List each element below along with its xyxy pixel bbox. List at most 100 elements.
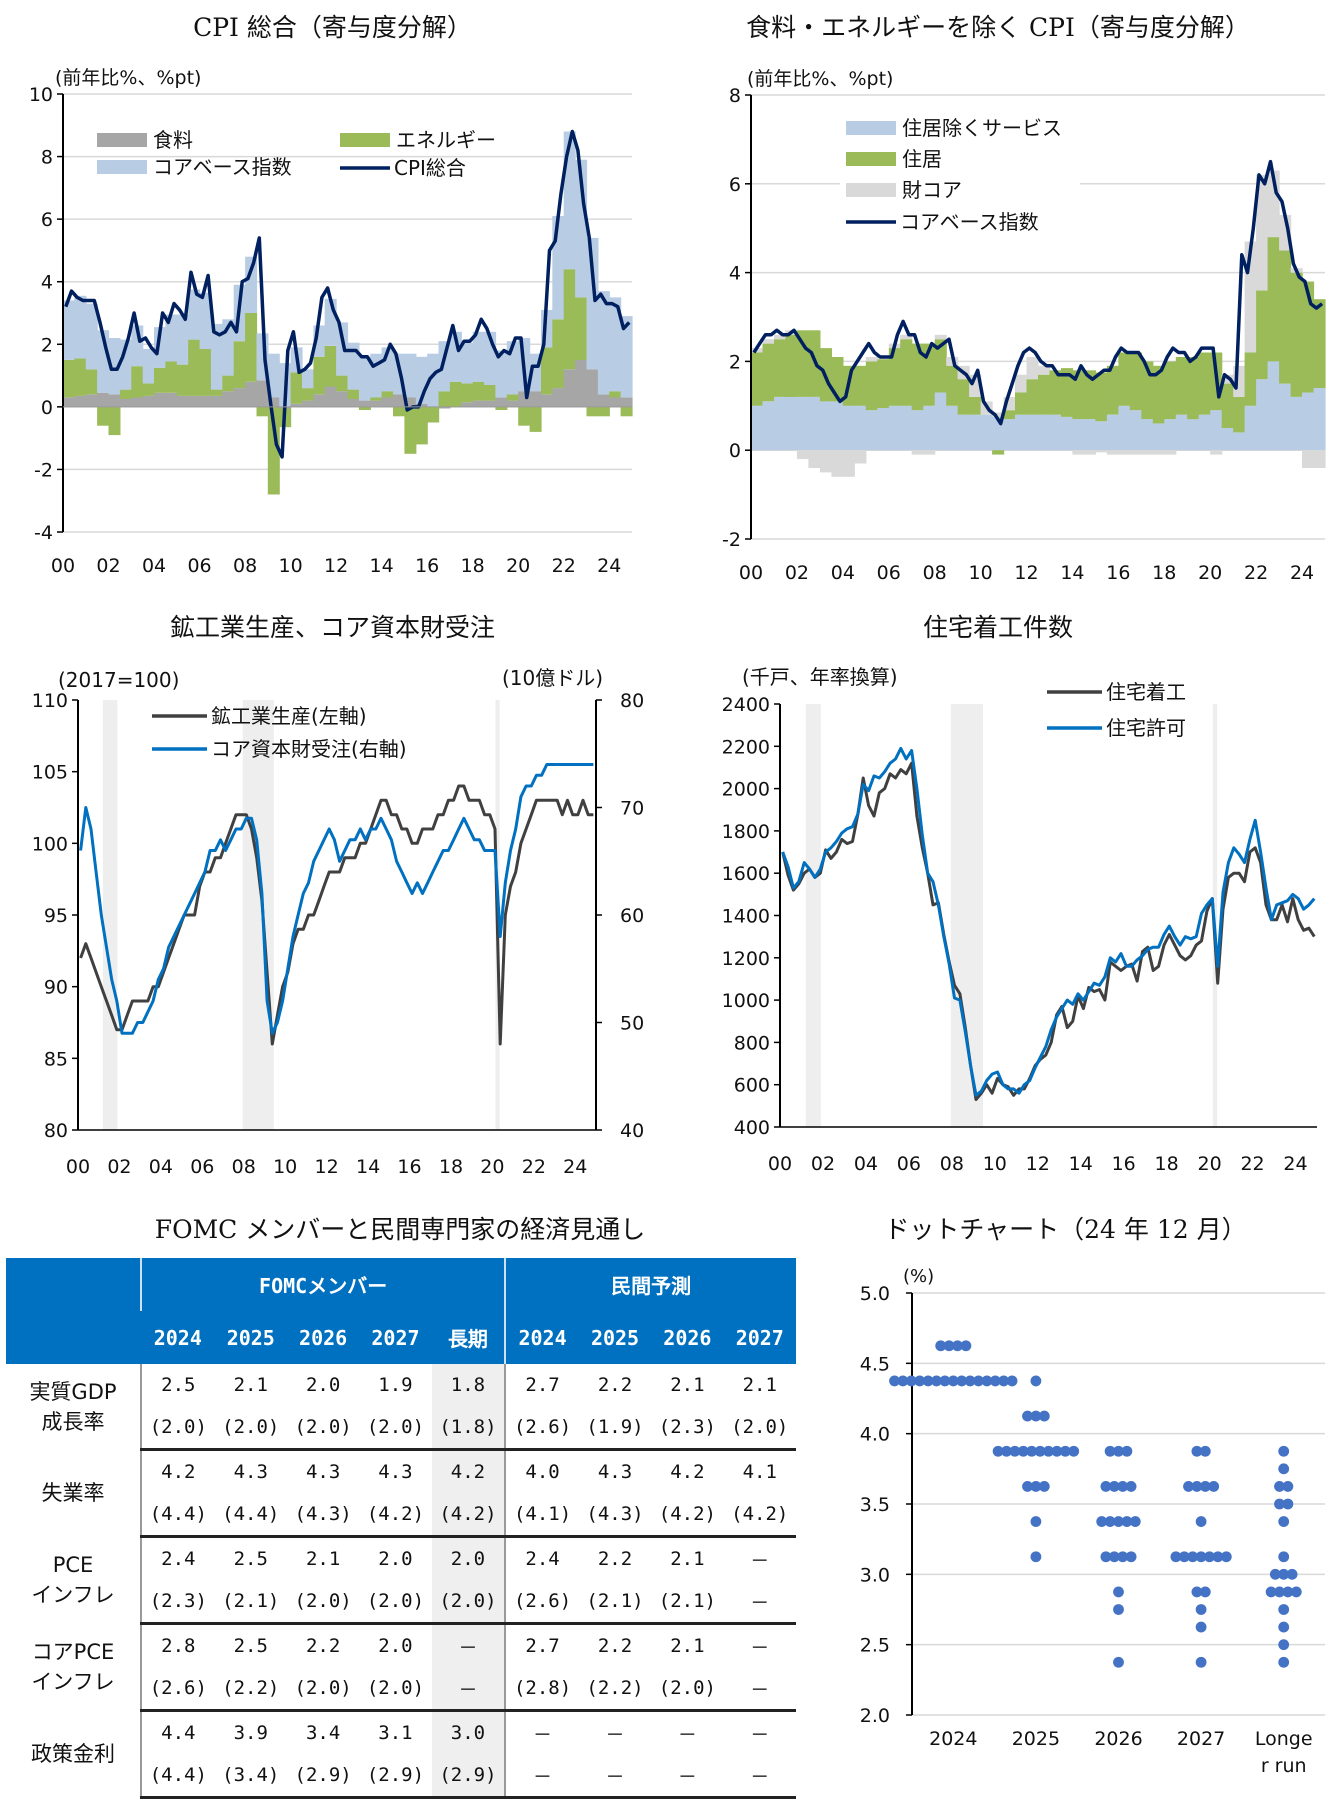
legend-food-label: 食料 <box>153 128 193 152</box>
core-goods-bar <box>934 334 947 340</box>
core-goods-bar <box>1256 174 1269 291</box>
food-bar <box>563 369 576 407</box>
projection-value: 4.2 <box>431 1449 506 1493</box>
food-bar <box>154 392 166 407</box>
row-label-line: インフレ <box>31 1670 115 1694</box>
x-tick-label: 06 <box>187 555 211 577</box>
energy-bar <box>199 349 212 396</box>
fomc-dot <box>1274 1586 1285 1598</box>
core-goods-bar <box>911 450 924 455</box>
fomc-dot <box>1117 1481 1129 1492</box>
row-label-line: 実質GDP <box>29 1379 117 1404</box>
previous-projection-value: (1.8) <box>431 1406 506 1451</box>
row-label-line: 失業率 <box>41 1481 105 1505</box>
shelter-bar <box>785 334 798 397</box>
energy-bar <box>620 406 633 417</box>
previous-projection-value: － <box>504 1754 579 1799</box>
projection-value: 3.1 <box>378 1722 413 1744</box>
energy-bar <box>461 383 474 403</box>
shelter-bar <box>1279 250 1292 384</box>
x-tick-label: 14 <box>1060 562 1084 584</box>
fomc-dot <box>1104 1516 1116 1527</box>
core-goods-bar <box>1083 450 1096 455</box>
fomc-dot <box>960 1340 972 1352</box>
legend-housing-starts-label: 住宅着工 <box>1106 680 1186 704</box>
fomc-dot <box>1265 1586 1277 1598</box>
projection-value: 2.2 <box>597 1374 633 1396</box>
food-bar <box>552 388 565 407</box>
services-ex-shelter-bar <box>1152 423 1165 451</box>
food-bar <box>586 369 599 407</box>
x-tick-label: 10 <box>279 555 303 577</box>
column-header: 2026 <box>286 1311 360 1364</box>
table-row: PCE インフレ 2.4 2.5 2.1 2.0 2.0 2.4 2.2 2.1 － <box>6 1536 796 1624</box>
previous-projection-value: (2.3) <box>651 1406 724 1451</box>
y-right-tick-label: 80 <box>620 690 644 712</box>
y-tick-label: -4 <box>34 522 53 544</box>
x-tick-label: 16 <box>1106 562 1130 584</box>
core-goods-bar <box>1026 357 1039 380</box>
shelter-bar <box>751 352 764 406</box>
energy-bar <box>370 397 383 401</box>
projection-value: 2.1 <box>670 1548 705 1570</box>
x-tick-label: 06 <box>897 1153 921 1175</box>
x-tick-label: 04 <box>854 1153 878 1175</box>
forecast-table-title: FOMC メンバーと民間専門家の経済見通し <box>154 1215 646 1244</box>
projection-value: 3.0 <box>431 1710 506 1754</box>
services-ex-shelter-bar <box>762 401 775 451</box>
previous-projection-value: (2.1) <box>214 1580 287 1625</box>
fomc-dot <box>1030 1375 1042 1387</box>
projection-value: 4.2 <box>670 1461 705 1483</box>
row-label-line: コアPCE <box>31 1640 115 1664</box>
fomc-dot <box>1199 1481 1211 1492</box>
fomc-dot <box>939 1375 951 1387</box>
services-ex-shelter-bar <box>911 410 924 451</box>
shelter-bar <box>1072 370 1085 420</box>
x-tick-label: 04 <box>831 562 855 584</box>
food-bar <box>165 392 178 407</box>
food-bar <box>506 400 519 407</box>
ip-chart-title: 鉱工業生産、コア資本財受注 <box>169 613 495 642</box>
column-header: 2025 <box>214 1311 287 1364</box>
legend-shelter-label: 住居 <box>902 147 942 171</box>
services-ex-shelter-bar <box>1129 410 1142 451</box>
row-label: 政策金利 <box>6 1710 142 1798</box>
core-base-bar <box>449 331 462 382</box>
food-bar <box>245 381 258 407</box>
services-ex-shelter-bar <box>1175 414 1188 451</box>
x-tick-label: 22 <box>1244 562 1268 584</box>
right-unit-label: (10億ドル) <box>502 666 603 690</box>
services-ex-shelter-bar <box>923 405 936 451</box>
projection-value: － <box>605 1723 625 1746</box>
core-goods-bar <box>831 450 844 477</box>
projection-value: － <box>504 1710 579 1754</box>
food-bar <box>290 403 303 407</box>
core-goods-bar <box>900 334 913 340</box>
projection-value: 2.8 <box>161 1635 196 1657</box>
core-base-bar <box>620 316 633 398</box>
fomc-dot <box>981 1375 993 1387</box>
fomc-dot <box>1100 1481 1112 1492</box>
fomc-dot <box>889 1375 900 1387</box>
table-row: 実質GDP 成長率 2.5 2.1 2.0 1.9 1.8 2.7 2.2 2.1 2.1 <box>6 1364 796 1450</box>
services-ex-shelter-bar <box>1279 383 1292 451</box>
shelter-bar <box>1106 365 1119 415</box>
fomc-dot <box>1187 1551 1199 1563</box>
private-group-header: 民間予測 <box>504 1258 796 1311</box>
energy-bar <box>313 356 326 395</box>
services-ex-shelter-bar <box>888 405 901 451</box>
x-tick-label: 24 <box>1283 1153 1307 1175</box>
food-bar <box>176 395 189 407</box>
energy-bar <box>495 406 508 410</box>
fomc-dot <box>1043 1445 1054 1457</box>
projection-value: 2.4 <box>161 1548 196 1570</box>
row-label-line: 政策金利 <box>31 1742 115 1766</box>
fomc-dot <box>1034 1445 1046 1457</box>
previous-projection-value: (4.2) <box>723 1493 796 1538</box>
shelter-bar <box>900 339 913 406</box>
services-ex-shelter-bar <box>1244 405 1257 451</box>
food-bar <box>313 394 326 407</box>
fomc-dot <box>1178 1551 1190 1563</box>
fomc-dot <box>1001 1445 1012 1457</box>
fomc-dot <box>1191 1586 1203 1598</box>
